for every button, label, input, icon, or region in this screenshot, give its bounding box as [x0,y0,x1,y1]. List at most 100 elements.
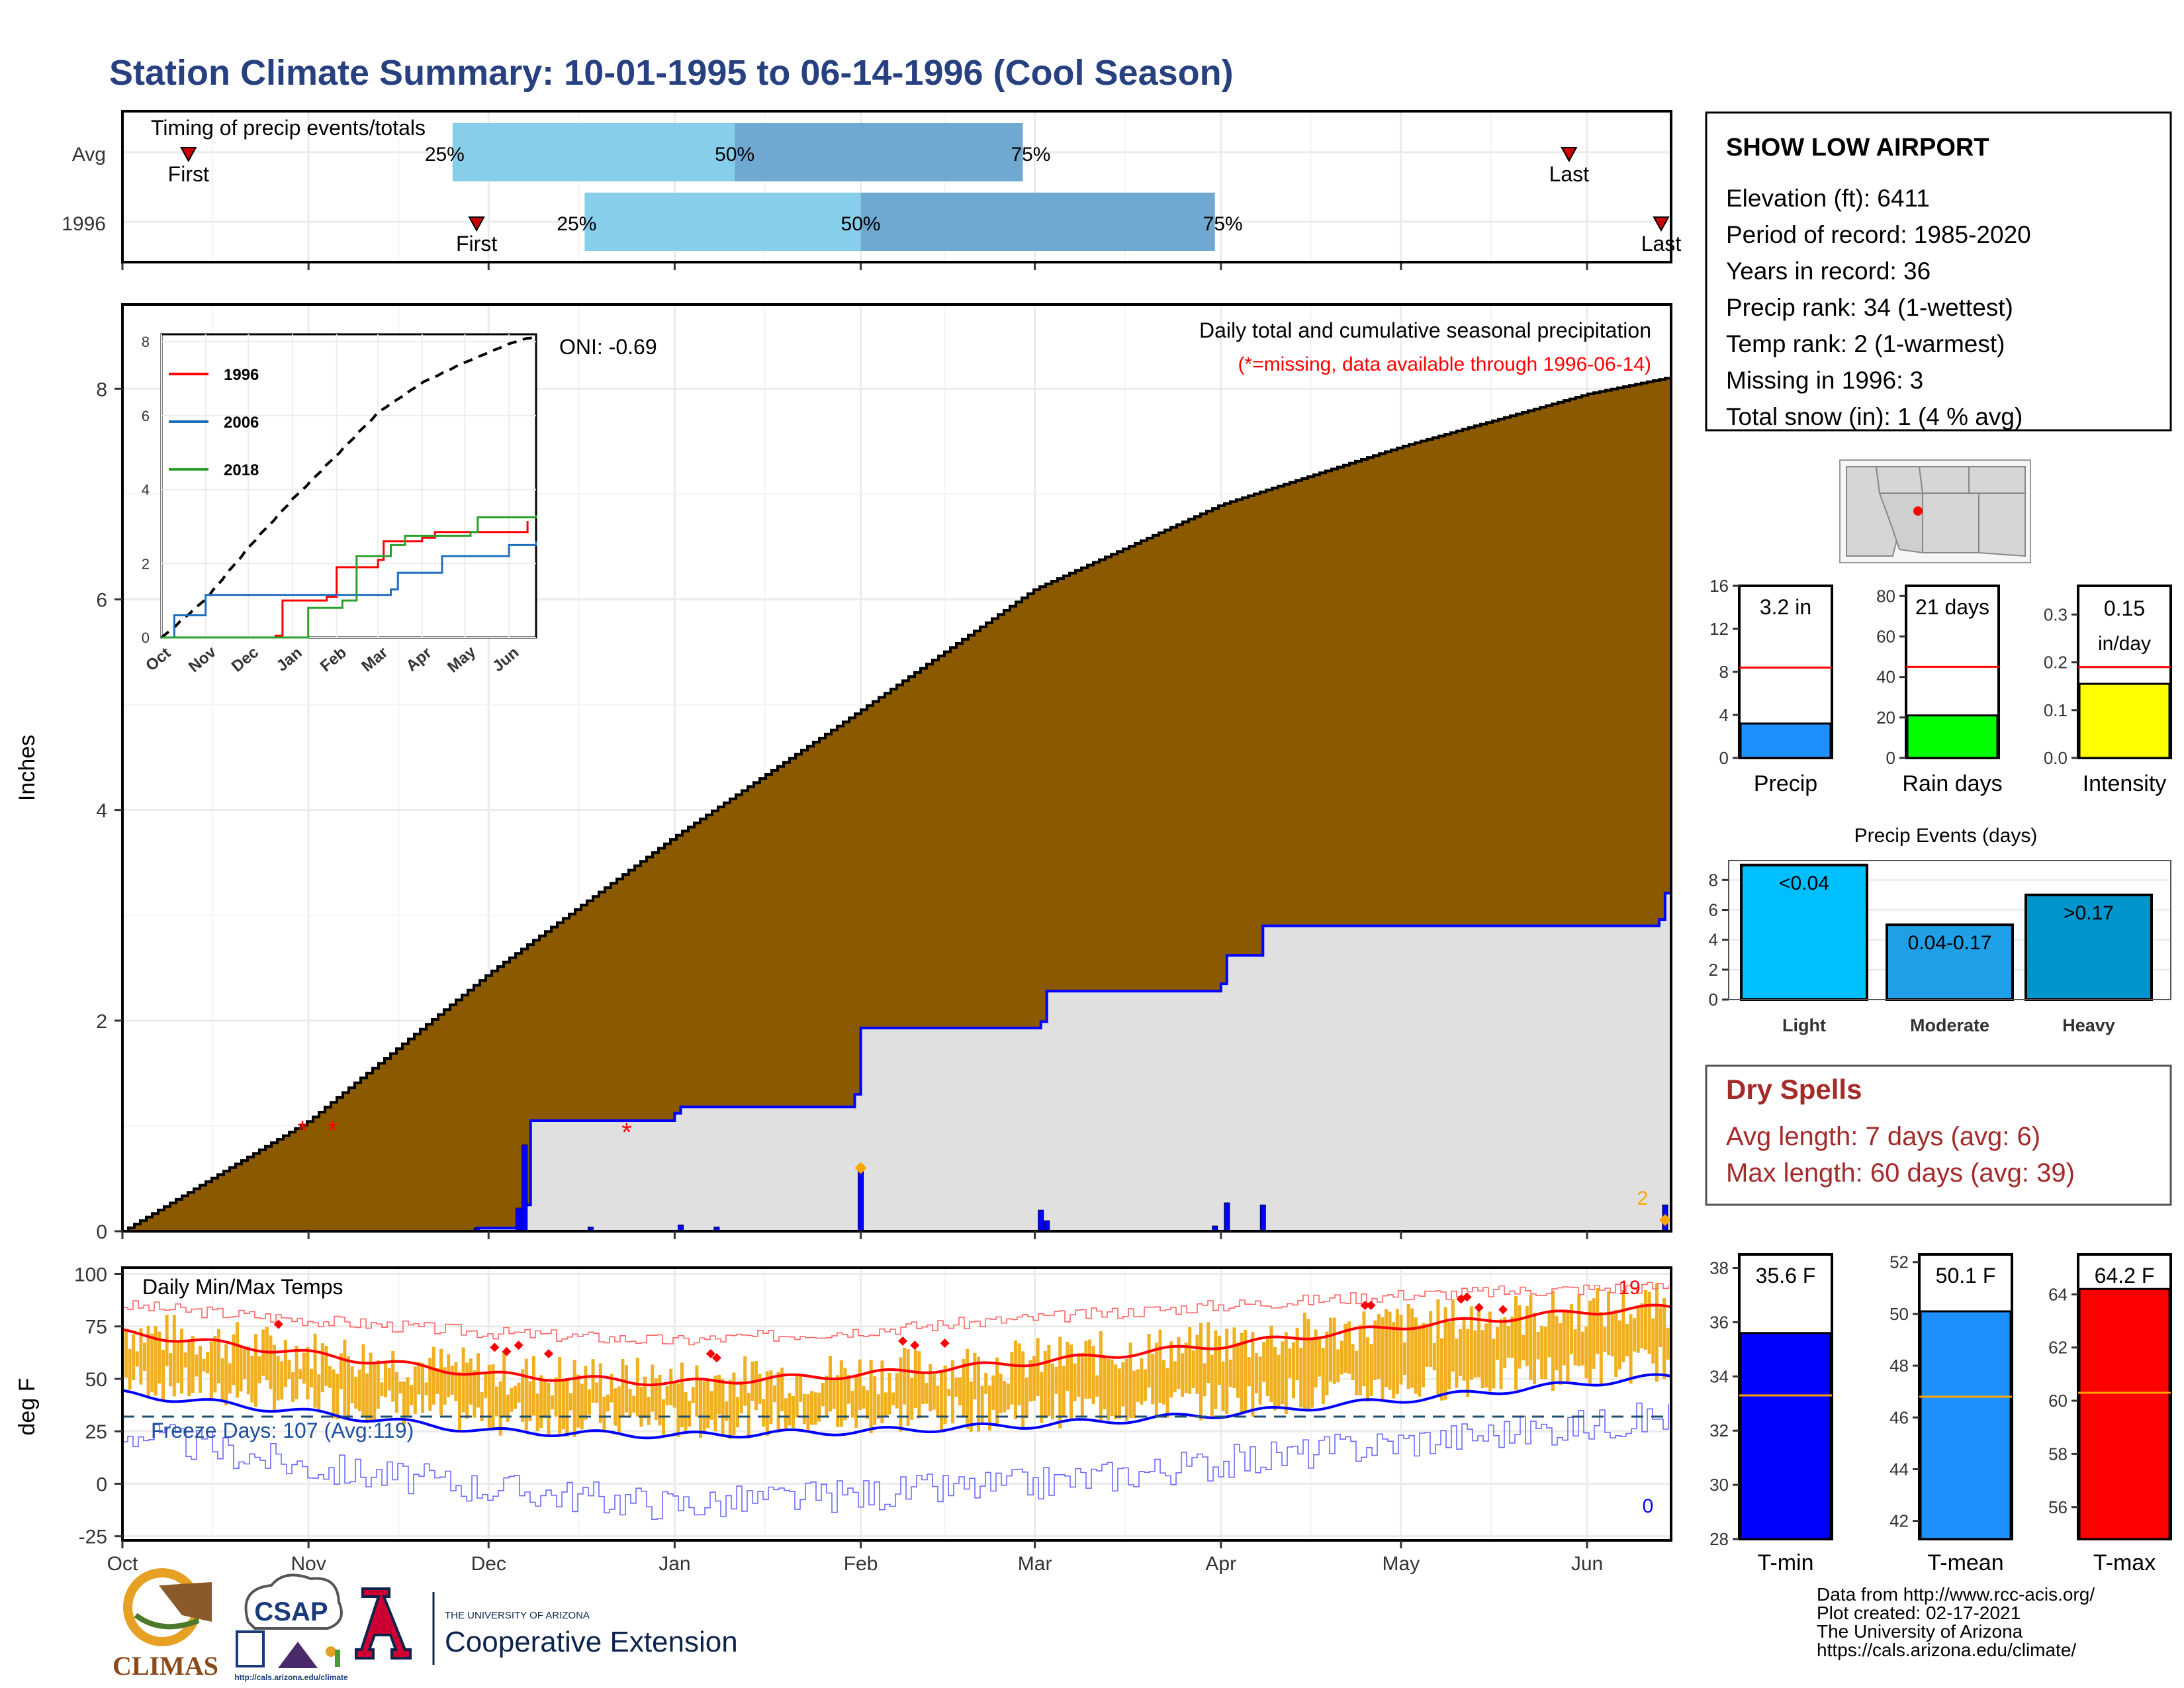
daily-temp-bar [1436,1299,1440,1395]
daily-temp-bar [347,1356,350,1420]
daily-temp-bar [1358,1325,1362,1395]
daily-temp-bar [866,1390,869,1419]
daily-temp-bar [1306,1319,1310,1410]
daily-temp-bar [236,1322,239,1398]
daily-temp-bar [1392,1322,1396,1399]
csap-cloud [244,1573,343,1630]
events-tick-label: 4 [1709,930,1718,950]
record-high-marker [273,1319,283,1329]
daily-temp-bar [887,1373,891,1415]
footer-line: Data from http://www.rcc-acis.org/ [1817,1584,2095,1605]
timing-bar-q1 [452,123,735,181]
daily-temp-bar [269,1335,273,1389]
dry-spells-box: Dry Spells Avg length: 7 days (avg: 6) M… [1705,1064,2172,1206]
daily-temp-bar [651,1364,655,1412]
daily-temp-bar [561,1380,565,1430]
station-info-box: SHOW LOW AIRPORT Elevation (ft): 6411 Pe… [1705,111,2172,432]
daily-temp-bar [332,1369,336,1419]
daily-temp-bar [836,1375,840,1427]
daily-temp-bar [169,1353,173,1387]
daily-temp-bar [1032,1356,1036,1401]
daily-temp-bar [1540,1325,1544,1380]
daily-temp-bar [940,1372,943,1430]
daily-temp-bar [1518,1305,1522,1369]
daily-temp-bar [717,1374,721,1415]
temp-bar-tick-label: 42 [1889,1511,1909,1531]
temps-x-tick-label: Jan [659,1553,690,1575]
daily-temp-bar [1273,1346,1277,1411]
events-bar-label: <0.04 [1779,872,1829,894]
daily-temp-bar [1054,1366,1058,1394]
temps-y-tick-label: 75 [85,1317,107,1338]
daily-temp-bar [1617,1320,1621,1370]
daily-temp-bar [376,1360,380,1409]
timing-pct-label: 50% [715,144,754,165]
missing-marker: * [328,1116,338,1145]
daily-temp-bar [1425,1323,1429,1367]
daily-temp-bar [1240,1333,1244,1415]
precip-panel: * * * 0 2 4 6 8 Inches Daily total and cumulat… [15,303,1672,1243]
record-high-marker [543,1348,553,1358]
daily-temp-bar [465,1362,469,1419]
daily-temp-bar [614,1388,617,1426]
daily-temp-bar [1010,1352,1014,1405]
daily-temp-bar [302,1352,306,1384]
precip-missing-note: (*=missing, data available through 1996-… [1238,353,1651,375]
daily-temp-bar [839,1360,843,1427]
daily-temp-bar [1281,1341,1285,1405]
daily-temp-bar [228,1363,232,1394]
daily-temp-bar [743,1356,747,1406]
record-high-marker [711,1353,721,1363]
daily-temp-bar [132,1334,136,1380]
daily-temp-bar [821,1382,825,1407]
missing-marker: * [621,1118,632,1147]
daily-temp-bar [343,1339,347,1416]
events-frame [1728,860,2171,1000]
season-cumulative-area [122,892,1672,1233]
daily-temp-bar [810,1391,813,1425]
temp-bar-tick-label: 64 [2048,1284,2068,1304]
mini-bar-tick-label: 4 [1719,705,1729,725]
daily-temp-bar [702,1381,706,1434]
daily-temp-bar [773,1385,776,1403]
daily-temp-bar [635,1357,639,1417]
record-max-line [122,1282,1669,1346]
daily-temp-bar [1403,1342,1406,1376]
daily-temp-bar [146,1325,150,1398]
daily-temp-bar [1640,1303,1644,1348]
events-bar-label: 0.04-0.17 [1908,932,1992,954]
daily-temp-bar [1151,1354,1155,1405]
daily-temp-bar [802,1393,806,1425]
station-location-dot [1913,506,1923,516]
daily-temp-bar [1188,1327,1192,1394]
daily-temp-bar [473,1370,477,1418]
daily-temp-bar [1369,1344,1373,1396]
freeze-days-label: Freeze Days: 107 (Avg:119) [151,1419,414,1442]
daily-temp-bar [1017,1343,1021,1405]
daily-temp-bar [884,1392,887,1417]
temp-bar [1919,1310,2012,1540]
daily-temp-bar [1625,1324,1629,1357]
temp-bar-tick-label: 44 [1889,1459,1909,1479]
daily-temp-bar [1114,1364,1118,1419]
daily-temp-bar [1110,1359,1114,1417]
daily-temp-bar [424,1382,428,1396]
daily-temp-bar [1321,1348,1325,1405]
daily-temp-bar [1480,1330,1484,1389]
daily-temp-bar [1366,1337,1369,1402]
daily-temp-bar [1388,1311,1392,1390]
timing-pct-label: 50% [841,213,881,235]
daily-temp-bar [1232,1327,1236,1388]
daily-temp-bar [1373,1320,1377,1380]
daily-temp-bar [1195,1335,1199,1395]
daily-temp-bar [295,1346,298,1399]
daily-temp-bar [254,1334,257,1407]
daily-temp-bar [1084,1340,1088,1399]
snow-marker [854,1162,867,1174]
ua-logo: THE UNIVERSITY OF ARIZONA Cooperative Ex… [355,1587,738,1665]
daily-temp-bar [1588,1300,1592,1383]
daily-temp-bar [625,1365,628,1413]
daily-temp-bar [1051,1363,1054,1420]
daily-temp-bar [1162,1360,1165,1405]
daily-temp-bar [477,1353,480,1408]
